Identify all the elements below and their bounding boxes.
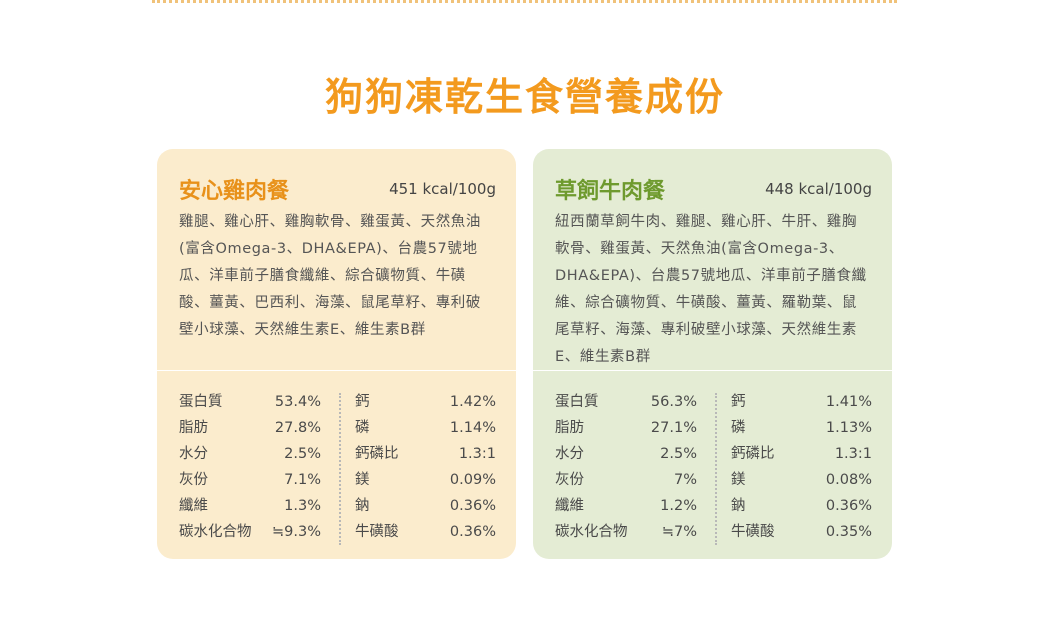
- nutrient-name: 磷: [355, 420, 370, 436]
- nutrient-row: 鈉 0.36%: [355, 493, 496, 519]
- nutrient-row: 鈣磷比 1.3:1: [355, 441, 496, 467]
- nutrient-row: 碳水化合物 ≒7%: [555, 519, 697, 545]
- nutrient-value: 0.36%: [449, 524, 496, 540]
- nutrient-name: 磷: [731, 420, 746, 436]
- card-header: 安心雞肉餐 451 kcal/100g: [179, 173, 496, 204]
- nutrient-name: 碳水化合物: [555, 524, 628, 540]
- nutrient-name: 牛磺酸: [731, 524, 775, 540]
- nutrient-row: 蛋白質 53.4%: [179, 389, 321, 415]
- nutrient-name: 脂肪: [179, 420, 208, 436]
- nutrient-name: 水分: [179, 446, 208, 462]
- section-divider: [533, 370, 892, 371]
- nutrient-value: ≒7%: [661, 524, 697, 540]
- section-divider: [157, 370, 516, 371]
- nutrient-value: 0.08%: [825, 472, 872, 488]
- nutrient-value: 0.36%: [825, 498, 872, 514]
- nutrient-name: 蛋白質: [179, 394, 223, 410]
- nutrient-row: 纖維 1.2%: [555, 493, 697, 519]
- nutrient-value: 53.4%: [274, 394, 321, 410]
- nutrient-name: 鈣磷比: [731, 446, 775, 462]
- nutrient-value: 1.3:1: [458, 446, 496, 462]
- nutrient-row: 磷 1.13%: [731, 415, 872, 441]
- nutrient-name: 水分: [555, 446, 584, 462]
- nutrient-row: 灰份 7.1%: [179, 467, 321, 493]
- nutrient-row: 水分 2.5%: [179, 441, 321, 467]
- nutrient-value: 1.13%: [825, 420, 872, 436]
- nutrient-value: 1.41%: [825, 394, 872, 410]
- chicken-recipe-card: 安心雞肉餐 451 kcal/100g 雞腿、雞心肝、雞胸軟骨、雞蛋黃、天然魚油…: [157, 149, 516, 559]
- nutrient-name: 脂肪: [555, 420, 584, 436]
- nutrient-value: 1.42%: [449, 394, 496, 410]
- nutrient-row: 磷 1.14%: [355, 415, 496, 441]
- nutrient-name: 鎂: [731, 472, 746, 488]
- nutrient-value: 0.09%: [449, 472, 496, 488]
- nutrient-row: 鈣 1.41%: [731, 389, 872, 415]
- nutrient-row: 牛磺酸 0.36%: [355, 519, 496, 545]
- nutrient-row: 鎂 0.08%: [731, 467, 872, 493]
- nutrient-column-minerals: 鈣 1.41% 磷 1.13% 鈣磷比 1.3:1 鎂 0.08% 鈉 0.36% 牛磺酸…: [731, 389, 872, 545]
- ingredient-list: 雞腿、雞心肝、雞胸軟骨、雞蛋黃、天然魚油(富含Omega-3、DHA&EPA)、…: [179, 214, 481, 338]
- nutrient-value: 56.3%: [650, 394, 697, 410]
- nutrient-value: 0.36%: [449, 498, 496, 514]
- nutrient-name: 鈉: [731, 498, 746, 514]
- nutrient-name: 灰份: [179, 472, 208, 488]
- nutrient-name: 牛磺酸: [355, 524, 399, 540]
- nutrient-value: 1.2%: [660, 498, 697, 514]
- nutrient-value: 27.1%: [650, 420, 697, 436]
- recipe-name: 草飼牛肉餐: [555, 179, 666, 204]
- nutrient-name: 灰份: [555, 472, 584, 488]
- nutrient-row: 鈣磷比 1.3:1: [731, 441, 872, 467]
- nutrient-row: 鈉 0.36%: [731, 493, 872, 519]
- nutrient-value: 2.5%: [660, 446, 697, 462]
- nutrient-row: 蛋白質 56.3%: [555, 389, 697, 415]
- nutrient-value: ≒9.3%: [271, 524, 321, 540]
- nutrient-value: 0.35%: [825, 524, 872, 540]
- nutrient-row: 纖維 1.3%: [179, 493, 321, 519]
- nutrient-column-main: 蛋白質 56.3% 脂肪 27.1% 水分 2.5% 灰份 7% 纖維 1.2% 碳水化合…: [555, 389, 697, 545]
- recipe-name: 安心雞肉餐: [179, 179, 290, 204]
- recipe-calories: 451 kcal/100g: [389, 180, 496, 198]
- nutrient-row: 脂肪 27.1%: [555, 415, 697, 441]
- nutrient-value: 2.5%: [284, 446, 321, 462]
- nutrient-name: 鈉: [355, 498, 370, 514]
- page-title: 狗狗凍乾生食營養成份: [324, 75, 725, 119]
- nutrient-name: 鈣: [355, 394, 370, 410]
- top-dotted-divider: [152, 0, 897, 4]
- nutrient-column-minerals: 鈣 1.42% 磷 1.14% 鈣磷比 1.3:1 鎂 0.09% 鈉 0.36% 牛磺酸…: [355, 389, 496, 545]
- card-header: 草飼牛肉餐 448 kcal/100g: [555, 173, 872, 204]
- nutrient-value: 7%: [673, 472, 697, 488]
- column-dotted-separator: [339, 393, 341, 545]
- nutrient-value: 1.3%: [284, 498, 321, 514]
- ingredient-list: 紐西蘭草飼牛肉、雞腿、雞心肝、牛肝、雞胸軟骨、雞蛋黃、天然魚油(富含Omega-…: [555, 214, 867, 365]
- nutrient-row: 牛磺酸 0.35%: [731, 519, 872, 545]
- recipe-calories: 448 kcal/100g: [765, 180, 872, 198]
- nutrient-value: 1.14%: [449, 420, 496, 436]
- nutrient-name: 鎂: [355, 472, 370, 488]
- nutrient-row: 鈣 1.42%: [355, 389, 496, 415]
- nutrient-name: 纖維: [555, 498, 584, 514]
- nutrient-name: 纖維: [179, 498, 208, 514]
- nutrient-row: 碳水化合物 ≒9.3%: [179, 519, 321, 545]
- nutrient-name: 鈣磷比: [355, 446, 399, 462]
- nutrient-row: 水分 2.5%: [555, 441, 697, 467]
- nutrient-value: 1.3:1: [834, 446, 872, 462]
- nutrient-name: 蛋白質: [555, 394, 599, 410]
- nutrient-name: 鈣: [731, 394, 746, 410]
- column-dotted-separator: [715, 393, 717, 545]
- nutrient-row: 灰份 7%: [555, 467, 697, 493]
- nutrient-value: 7.1%: [284, 472, 321, 488]
- nutrient-name: 碳水化合物: [179, 524, 252, 540]
- beef-recipe-card: 草飼牛肉餐 448 kcal/100g 紐西蘭草飼牛肉、雞腿、雞心肝、牛肝、雞胸…: [533, 149, 892, 559]
- nutrient-row: 鎂 0.09%: [355, 467, 496, 493]
- nutrient-row: 脂肪 27.8%: [179, 415, 321, 441]
- nutrient-column-main: 蛋白質 53.4% 脂肪 27.8% 水分 2.5% 灰份 7.1% 纖維 1.3% 碳水…: [179, 389, 321, 545]
- nutrient-value: 27.8%: [274, 420, 321, 436]
